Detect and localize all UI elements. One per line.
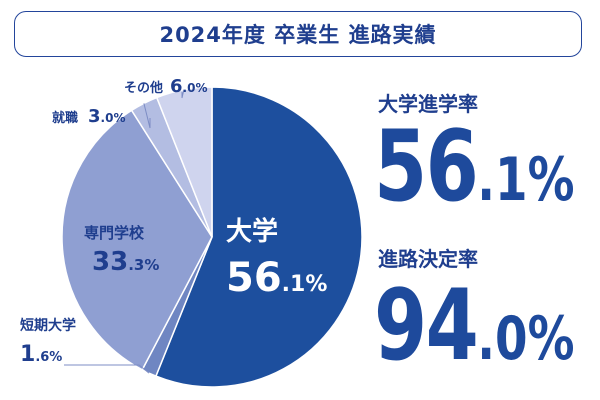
leader-line-1	[64, 364, 150, 374]
pie-slice-2	[61, 109, 213, 371]
pie-slice-0	[154, 86, 363, 388]
decided-rate-int: 94	[374, 269, 479, 383]
slice-value-2: 33.3%	[92, 247, 159, 277]
slice-value-dec-4: .0%	[183, 81, 208, 95]
slice-value-int-4: 6	[170, 76, 183, 97]
slice-value-dec-2: .3%	[128, 256, 159, 274]
leader-line-3	[143, 103, 151, 129]
slice-label-0: 大学	[226, 216, 278, 247]
slice-label-3: 就職	[52, 110, 78, 126]
university-rate-dec: .1%	[477, 145, 575, 215]
slice-label-2: 専門学校	[84, 224, 145, 242]
university-rate-value: 56.1%	[374, 118, 575, 216]
slice-value-int-0: 56	[226, 255, 282, 301]
university-rate-int: 56	[374, 110, 479, 224]
slice-value-dec-1: .6%	[35, 350, 62, 365]
decided-rate-dec: .0%	[477, 304, 575, 374]
decided-rate-label: 進路決定率	[378, 247, 478, 271]
slice-value-0: 56.1%	[226, 255, 327, 301]
leader-line-4	[181, 89, 185, 99]
slice-value-3: 3.0%	[88, 106, 125, 127]
slice-value-dec-0: .1%	[282, 272, 328, 297]
pie-slice-4	[155, 86, 213, 238]
title-box: 2024年度 卒業生 進路実績	[14, 11, 582, 57]
university-rate-label: 大学進学率	[378, 92, 478, 116]
chart-title: 2024年度 卒業生 進路実績	[159, 23, 437, 47]
slice-value-int-1: 1	[20, 342, 35, 367]
decided-rate-value: 94.0%	[374, 277, 575, 375]
slice-value-4: 6.0%	[170, 76, 207, 97]
slice-label-4: その他	[124, 80, 163, 96]
slice-label-1: 短期大学	[20, 317, 76, 334]
slice-value-1: 1.6%	[20, 342, 62, 367]
slice-value-dec-3: .0%	[101, 111, 126, 125]
slice-value-int-3: 3	[88, 106, 101, 127]
slice-value-int-2: 33	[92, 247, 128, 277]
